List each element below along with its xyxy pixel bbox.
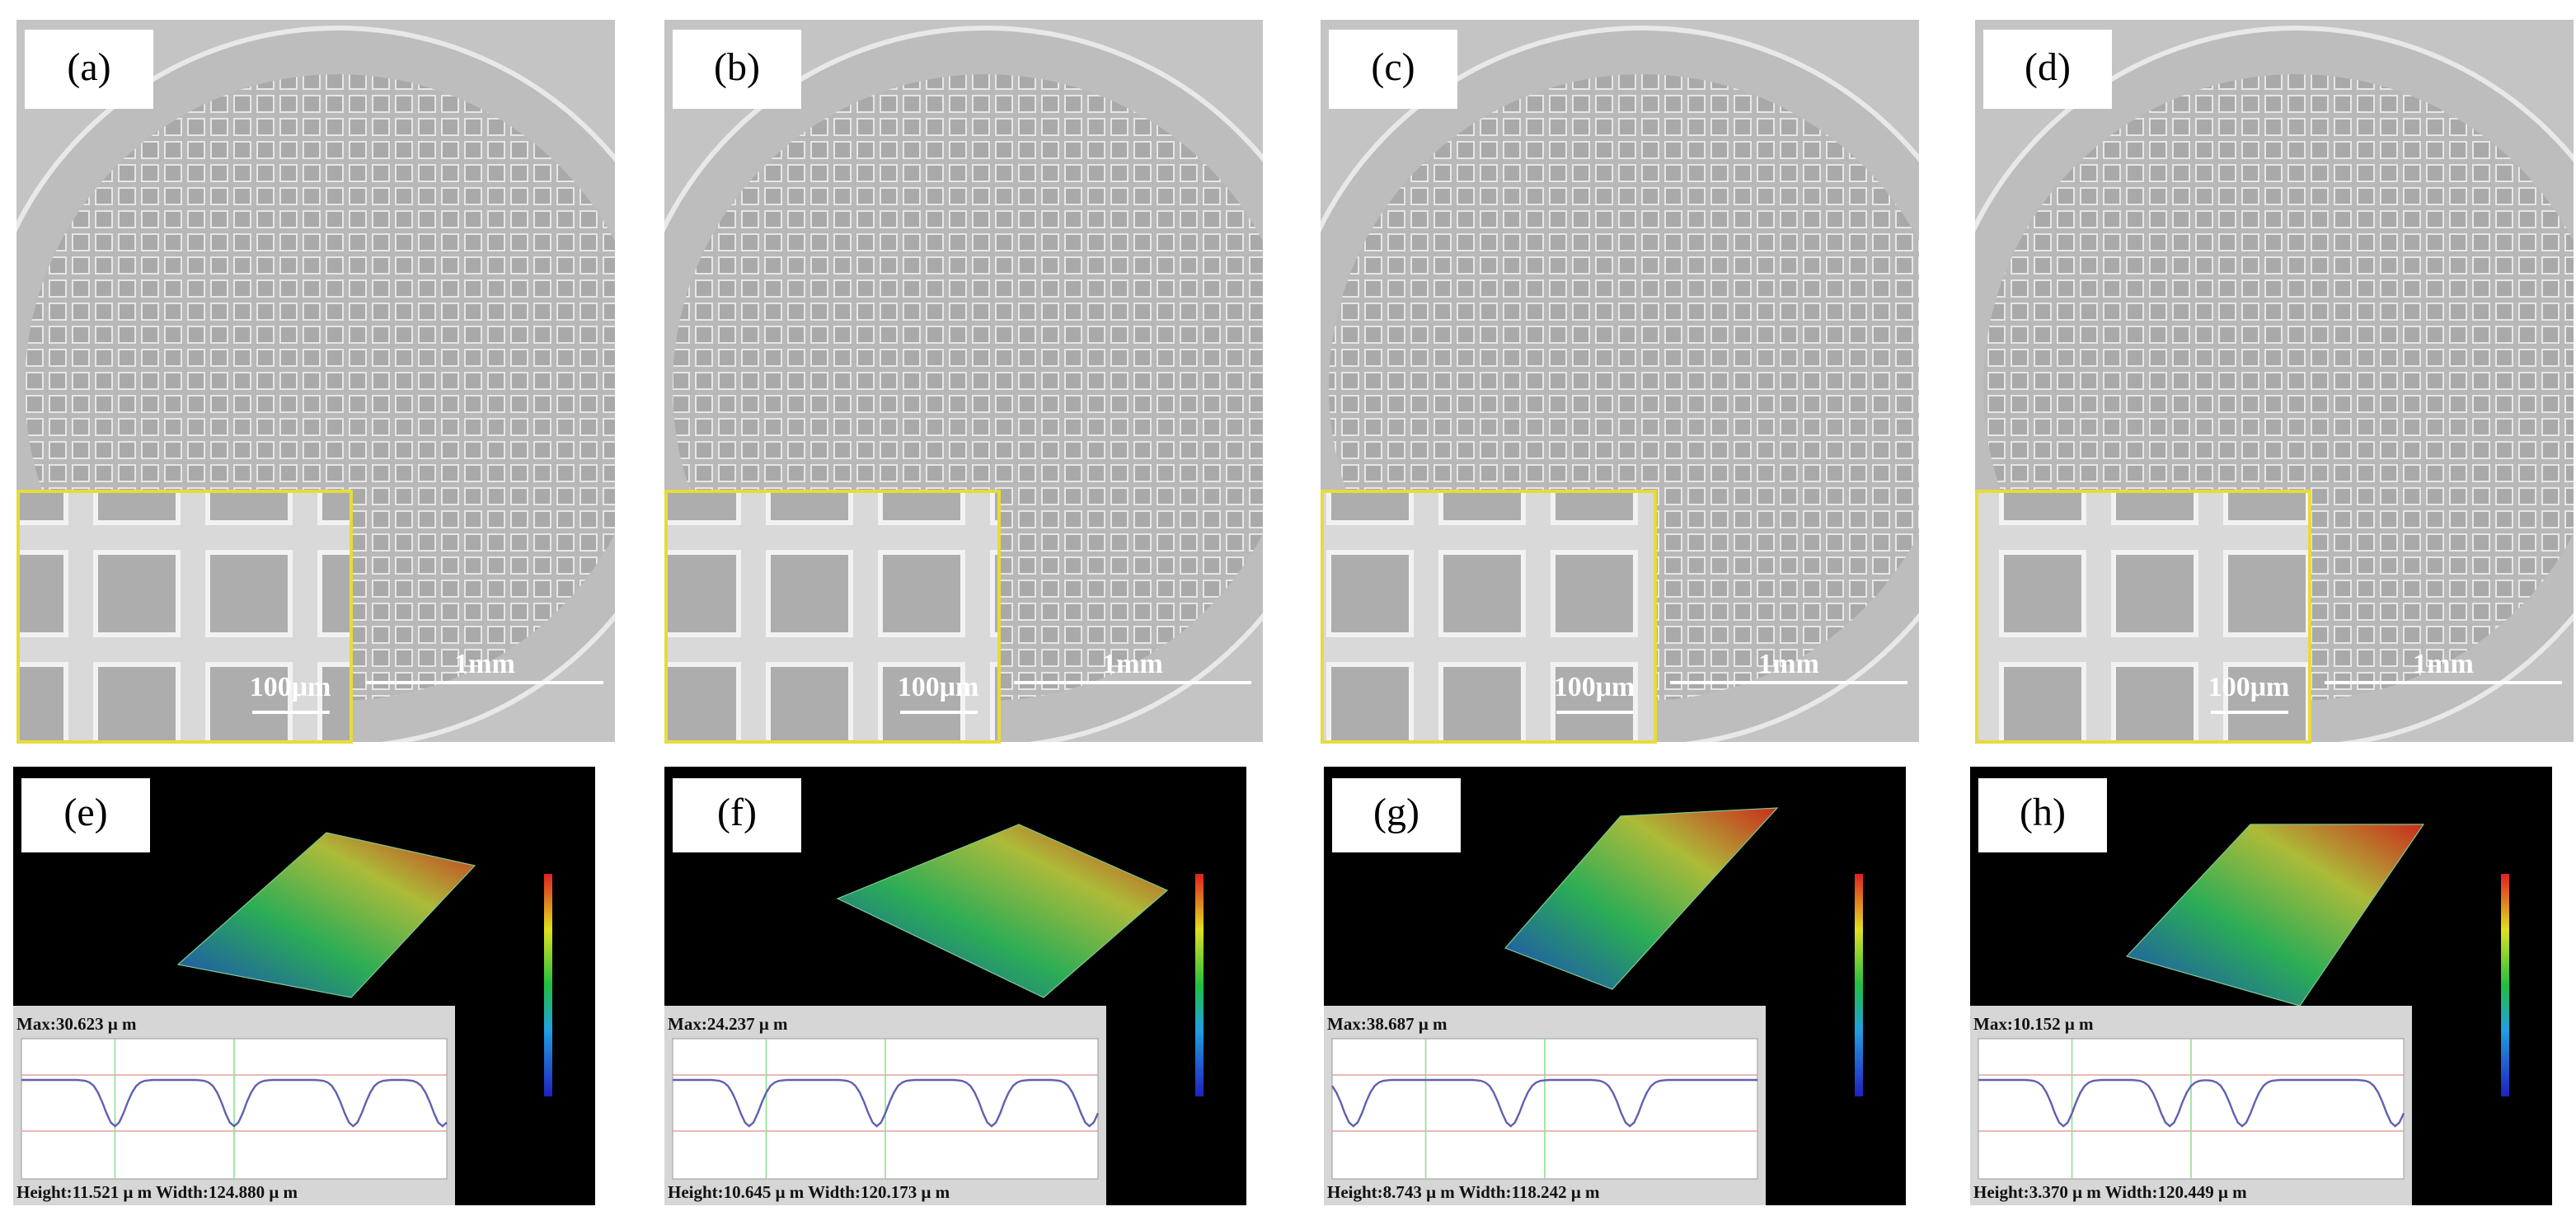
max-label: Max:24.237 μ m [668,1014,788,1034]
profile-curve [21,1078,448,1128]
color-bar [1855,874,1863,1096]
label-box [1978,778,2107,852]
profile-curve [1330,1078,1757,1128]
surface-3d [1504,807,1779,990]
inset [664,490,1001,744]
panel-label: (d) [2025,45,2071,89]
color-bar [1195,874,1204,1096]
max-label: Max:38.687 μ m [1327,1014,1448,1034]
label-box [1329,30,1457,109]
max-label: Max:30.623 μ m [16,1014,137,1034]
surface-3d [836,824,1169,998]
inset-scale-label: 100μm [1554,672,1635,702]
stats-label: Height:8.743 μ m Width:118.242 μ m [1327,1182,1600,1202]
color-bar [2501,874,2509,1096]
label-box [1983,30,2112,109]
scale-label: 1mm [1758,649,1819,679]
panel-label: (a) [67,45,110,89]
panel-label: (f) [717,791,757,834]
scale-label: 1mm [454,649,515,679]
label-box [21,778,150,852]
inset [1975,490,2311,744]
label-box [673,778,801,852]
content: (a) 1mm 100μm (b) 1mm 100μm (c) 1mm 100μm (d) 1mm 1… [13,20,2574,1205]
label-box [673,30,801,109]
scale-label: 1mm [1102,649,1163,679]
max-label: Max:10.152 μ m [1973,1014,2094,1034]
label-box [25,30,153,109]
inset [1321,490,1657,744]
label-box [1332,778,1461,852]
profile-curve [1978,1078,2405,1128]
inset-scale-label: 100μm [898,672,979,702]
surface-3d [2125,824,2425,1007]
inset-scale-label: 100μm [250,672,331,702]
panel-label: (g) [1373,791,1419,834]
inset [16,490,353,744]
surface-3d [176,832,476,998]
panel-label: (h) [2020,791,2066,834]
color-bar [544,874,552,1096]
profile-curve [673,1078,1100,1128]
stats-label: Height:3.370 μ m Width:120.449 μ m [1973,1182,2247,1202]
stats-label: Height:10.645 μ m Width:120.173 μ m [668,1182,950,1202]
panel-label: (c) [1371,45,1415,89]
inset-scale-label: 100μm [2208,672,2290,702]
panel-label: (b) [714,45,760,89]
stats-label: Height:11.521 μ m Width:124.880 μ m [16,1182,298,1202]
scale-label: 1mm [2413,649,2474,679]
panel-label: (e) [63,791,107,834]
